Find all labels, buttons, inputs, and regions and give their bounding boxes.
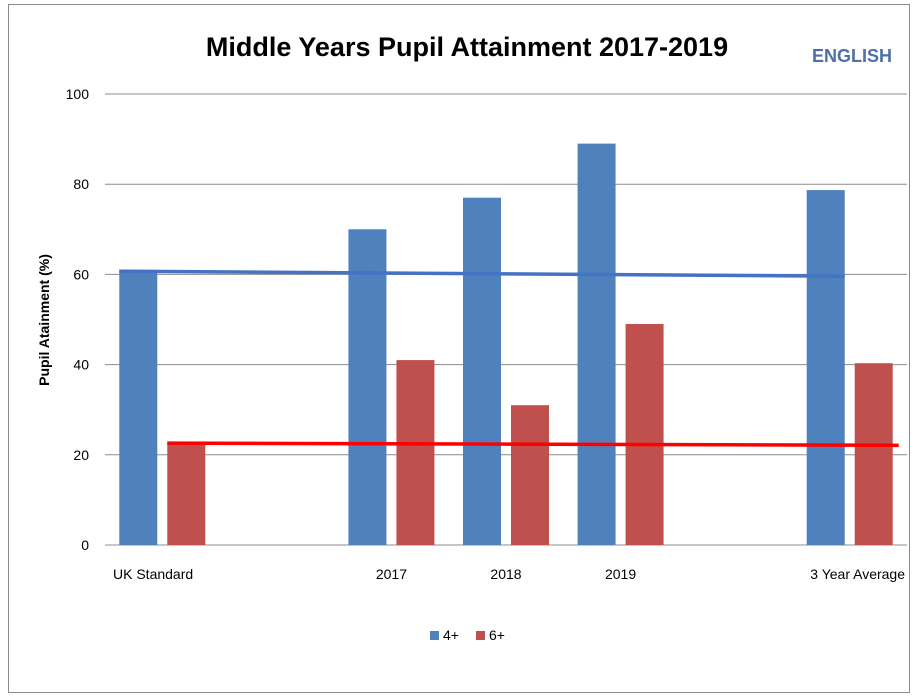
bar-6plus-2019 [625,324,664,545]
x-tick-label: 2019 [605,566,636,582]
legend-label-6plus: 6+ [489,627,505,643]
bar-6plus-uk-standard [167,443,206,545]
subject-label: ENGLISH [812,46,892,66]
bar-6plus-2017 [396,360,435,545]
chart-frame [8,4,910,693]
y-tick-label: 20 [73,447,89,463]
legend-swatch-4plus [430,631,439,640]
x-tick-label: 2017 [376,566,407,582]
bar-4plus-3-year-average [806,190,845,546]
chart-title: Middle Years Pupil Attainment 2017-2019 [206,32,728,62]
bar-4plus-2019 [577,143,616,546]
y-tick-label: 60 [73,266,89,282]
y-axis-label: Pupil Atainment (%) [36,254,52,386]
bar-6plus-3-year-average [854,363,893,545]
legend-swatch-6plus [476,631,485,640]
legend-label-4plus: 4+ [443,627,459,643]
trendline-6plus [167,441,899,448]
x-tick-label: 3 Year Average [810,566,905,582]
bar-4plus-2017 [348,229,387,546]
bar-6plus-2018 [511,405,549,545]
trendline-4plus [119,269,845,278]
bar-4plus-uk-standard [119,269,158,545]
x-tick-label: UK Standard [113,566,193,582]
x-tick-label: 2018 [490,566,521,582]
y-tick-label: 0 [81,537,89,553]
y-tick-label: 100 [66,86,90,102]
y-tick-label: 40 [73,357,89,373]
y-tick-label: 80 [73,176,89,192]
bar-4plus-2018 [463,197,501,546]
